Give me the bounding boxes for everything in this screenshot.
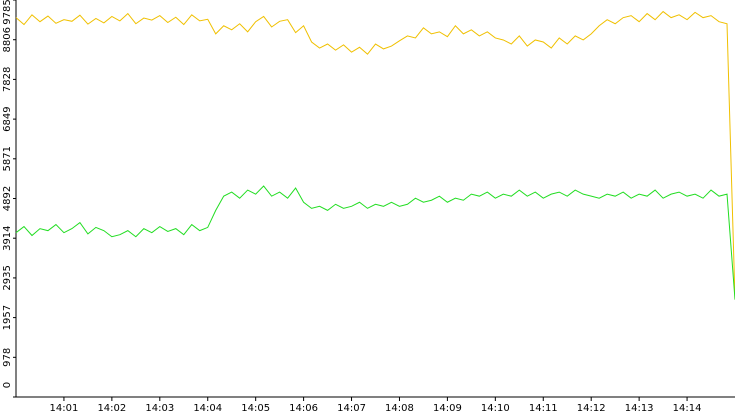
y-tick-label: 6849 [2, 106, 13, 131]
x-tick-label: 14:09 [433, 403, 462, 414]
x-tick-label: 14:02 [97, 403, 126, 414]
x-tick-label: 14:11 [529, 403, 558, 414]
y-tick-label: 0 [2, 382, 13, 388]
x-tick-label: 14:05 [241, 403, 270, 414]
y-tick-label: 5871 [2, 146, 13, 171]
y-tick-label: 9785 [2, 0, 13, 25]
y-tick-label: 3914 [2, 225, 13, 250]
x-tick-label: 14:08 [385, 403, 414, 414]
x-tick-label: 14:04 [193, 403, 222, 414]
x-tick-label: 14:06 [289, 403, 318, 414]
x-tick-label: 14:13 [625, 403, 654, 414]
y-tick-label: 7828 [2, 67, 13, 92]
x-tick-label: 14:07 [337, 403, 366, 414]
x-tick-label: 14:10 [481, 403, 510, 414]
y-tick-label: 2935 [2, 265, 13, 290]
x-tick-label: 14:14 [673, 403, 702, 414]
y-tick-label: 4892 [2, 186, 13, 211]
x-tick-label: 14:12 [577, 403, 606, 414]
y-tick-label: 978 [2, 348, 13, 367]
series-line [15, 185, 735, 300]
x-tick-label: 14:03 [145, 403, 174, 414]
y-tick-label: 8806 [2, 27, 13, 52]
y-tick-label: 1957 [2, 305, 13, 330]
series-line [15, 10, 735, 300]
x-tick-label: 14:01 [50, 403, 79, 414]
